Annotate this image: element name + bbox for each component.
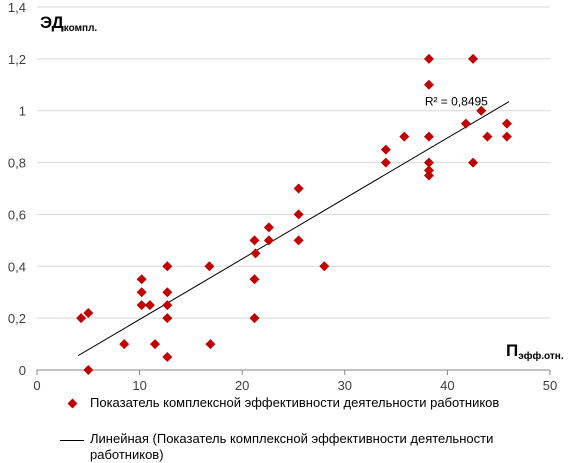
- diamond-marker-icon: [67, 398, 78, 409]
- data-point: [249, 313, 260, 324]
- y-tick-label: 1,2: [8, 52, 26, 67]
- r-squared-annotation: R² = 0,8495: [425, 95, 488, 109]
- data-point: [136, 274, 147, 285]
- data-point: [263, 235, 274, 246]
- data-point: [482, 131, 493, 142]
- y-tick-labels: 0 0,2 0,4 0,6 0,8 1 1,2 1,4: [8, 0, 26, 378]
- data-point: [83, 365, 94, 375]
- data-point: [149, 339, 160, 350]
- x-tick-label: 30: [338, 378, 352, 393]
- y-axis-label-sub: компл.: [64, 23, 98, 34]
- data-point: [501, 131, 512, 142]
- data-point: [423, 131, 434, 142]
- data-point: [136, 287, 147, 298]
- data-point: [423, 53, 434, 64]
- data-point: [319, 261, 330, 272]
- y-tick-label: 0,8: [8, 156, 26, 171]
- data-point: [460, 118, 471, 129]
- data-point: [380, 157, 391, 168]
- data-point: [468, 157, 479, 168]
- line-swatch-icon: [60, 440, 84, 441]
- data-point: [423, 79, 434, 90]
- x-tick-label: 20: [235, 378, 249, 393]
- y-tick-label: 1: [19, 104, 26, 119]
- data-point: [250, 248, 261, 259]
- legend-trendline-label: Линейная (Показатель комплексной эффекти…: [90, 431, 494, 462]
- data-point: [162, 261, 173, 272]
- x-tick-labels: 0 10 20 30 40 50: [33, 370, 557, 393]
- data-point: [119, 339, 130, 350]
- data-point: [83, 307, 94, 318]
- data-point: [293, 183, 304, 194]
- gridlines: [37, 6, 550, 319]
- data-point: [205, 339, 216, 350]
- scatter-chart: 0 0,2 0,4 0,6 0,8 1 1,2 1,4 0 10 20 30 40 50 R² = 0,…: [8, 0, 564, 393]
- data-point: [263, 222, 274, 233]
- data-point: [423, 157, 434, 168]
- x-axis-label-main: П: [506, 341, 518, 360]
- data-point: [204, 261, 215, 272]
- data-point: [293, 235, 304, 246]
- x-axis-label-sub: эфф.отн.: [518, 350, 564, 362]
- data-point: [162, 352, 173, 363]
- y-axis-label: ЭДкомпл.: [40, 13, 97, 34]
- data-point: [249, 235, 260, 246]
- data-point: [162, 287, 173, 298]
- y-tick-label: 0,4: [8, 259, 26, 274]
- y-axis-label-main: ЭД: [40, 13, 64, 32]
- x-tick-label: 50: [543, 378, 557, 393]
- y-tick-label: 0: [19, 363, 26, 378]
- trendline: [77, 101, 510, 357]
- data-point: [423, 165, 434, 176]
- legend-series-label: Показатель комплексной эффективности дея…: [90, 395, 500, 410]
- data-point: [423, 170, 434, 181]
- data-point: [468, 53, 479, 64]
- data-point: [249, 274, 260, 285]
- data-point: [399, 131, 410, 142]
- data-points: [76, 53, 512, 375]
- y-tick-label: 0,2: [8, 311, 26, 326]
- x-tick-label: 10: [132, 378, 146, 393]
- y-tick-label: 0,6: [8, 207, 26, 222]
- data-point: [476, 105, 487, 116]
- data-point: [293, 209, 304, 220]
- x-tick-label: 40: [440, 378, 454, 393]
- data-point: [162, 300, 173, 311]
- data-point: [136, 300, 147, 311]
- data-point: [501, 118, 512, 129]
- data-point: [144, 300, 155, 311]
- x-axis-label: Пэфф.отн.: [506, 341, 564, 362]
- data-point: [76, 313, 87, 324]
- x-tick-label: 0: [33, 378, 40, 393]
- data-point: [162, 313, 173, 324]
- data-point: [380, 144, 391, 155]
- y-tick-label: 1,4: [8, 0, 26, 15]
